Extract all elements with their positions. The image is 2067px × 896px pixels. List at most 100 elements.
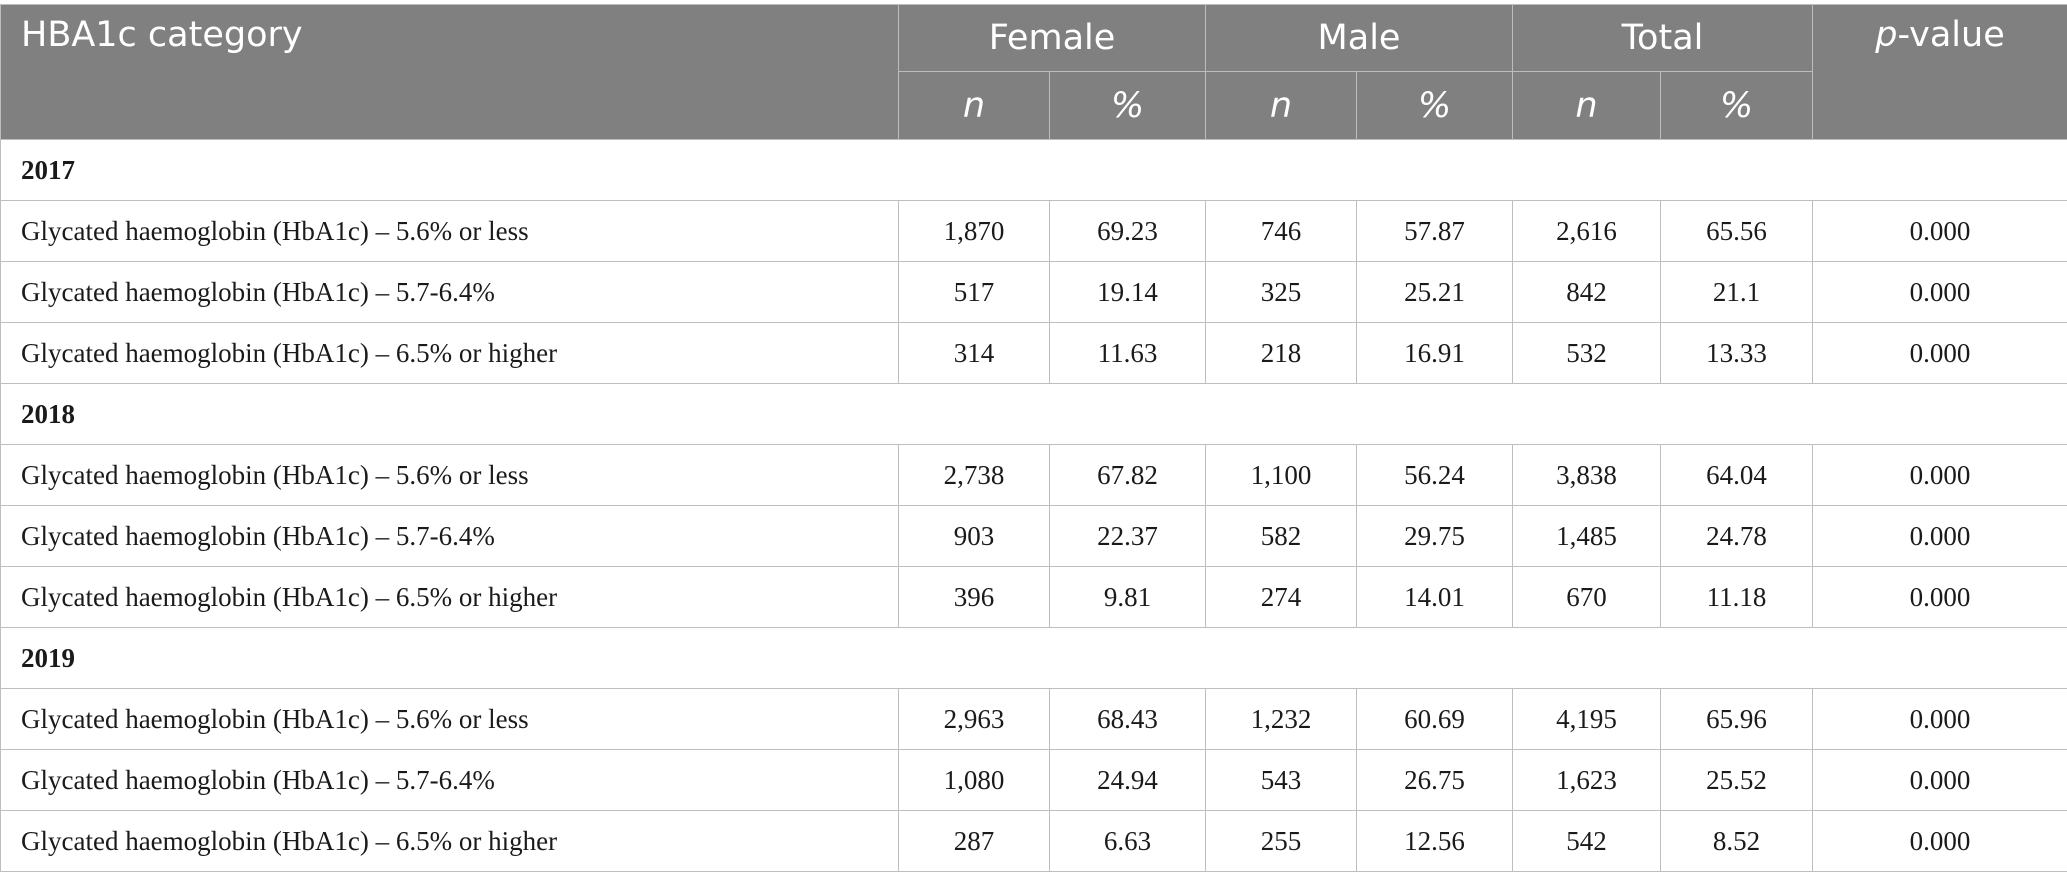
female-n-cell: 517 <box>898 261 1050 323</box>
table-row: Glycated haemoglobin (HbA1c) – 5.7-6.4% … <box>0 505 2067 567</box>
total-n-cell: 842 <box>1512 261 1661 323</box>
total-pct-cell: 65.96 <box>1660 688 1813 750</box>
pvalue-cell: 0.000 <box>1812 444 2067 506</box>
male-pct-cell: 29.75 <box>1356 505 1513 567</box>
year-row: 2018 <box>0 383 2067 445</box>
male-column-header: Male <box>1205 4 1513 72</box>
female-pct-cell: 22.37 <box>1049 505 1206 567</box>
female-n-cell: 396 <box>898 566 1050 628</box>
female-pct-header: % <box>1049 71 1206 140</box>
female-pct-cell: 11.63 <box>1049 322 1206 384</box>
year-label: 2017 <box>0 139 2067 201</box>
male-pct-cell: 26.75 <box>1356 749 1513 811</box>
year-label: 2019 <box>0 627 2067 689</box>
female-pct-cell: 9.81 <box>1049 566 1206 628</box>
pvalue-suffix: -value <box>1897 15 2005 55</box>
total-n-cell: 1,485 <box>1512 505 1661 567</box>
category-cell: Glycated haemoglobin (HbA1c) – 5.7-6.4% <box>0 749 899 811</box>
table-header: HBA1c category Female Male Total p-value… <box>0 4 2067 140</box>
pvalue-cell: 0.000 <box>1812 200 2067 262</box>
table-row: Glycated haemoglobin (HbA1c) – 5.6% or l… <box>0 444 2067 506</box>
total-n-cell: 542 <box>1512 810 1661 872</box>
total-n-cell: 2,616 <box>1512 200 1661 262</box>
pvalue-cell: 0.000 <box>1812 505 2067 567</box>
male-n-cell: 218 <box>1205 322 1357 384</box>
total-column-header: Total <box>1512 4 1813 72</box>
total-pct-cell: 8.52 <box>1660 810 1813 872</box>
table-body: 2017 Glycated haemoglobin (HbA1c) – 5.6%… <box>0 139 2067 872</box>
male-n-cell: 274 <box>1205 566 1357 628</box>
table-row: Glycated haemoglobin (HbA1c) – 6.5% or h… <box>0 566 2067 628</box>
male-pct-cell: 56.24 <box>1356 444 1513 506</box>
total-n-cell: 1,623 <box>1512 749 1661 811</box>
female-n-cell: 2,738 <box>898 444 1050 506</box>
female-n-cell: 2,963 <box>898 688 1050 750</box>
table-row: Glycated haemoglobin (HbA1c) – 5.7-6.4% … <box>0 749 2067 811</box>
male-pct-header: % <box>1356 71 1513 140</box>
category-cell: Glycated haemoglobin (HbA1c) – 6.5% or h… <box>0 566 899 628</box>
pvalue-cell: 0.000 <box>1812 566 2067 628</box>
category-cell: Glycated haemoglobin (HbA1c) – 6.5% or h… <box>0 810 899 872</box>
total-n-cell: 532 <box>1512 322 1661 384</box>
female-n-cell: 1,870 <box>898 200 1050 262</box>
table-row: Glycated haemoglobin (HbA1c) – 5.6% or l… <box>0 200 2067 262</box>
total-pct-cell: 65.56 <box>1660 200 1813 262</box>
total-n-header: n <box>1512 71 1661 140</box>
year-row: 2019 <box>0 627 2067 689</box>
female-pct-cell: 69.23 <box>1049 200 1206 262</box>
male-n-cell: 325 <box>1205 261 1357 323</box>
category-cell: Glycated haemoglobin (HbA1c) – 5.6% or l… <box>0 200 899 262</box>
female-pct-cell: 67.82 <box>1049 444 1206 506</box>
year-row: 2017 <box>0 139 2067 201</box>
total-pct-cell: 11.18 <box>1660 566 1813 628</box>
pvalue-cell: 0.000 <box>1812 688 2067 750</box>
male-n-cell: 543 <box>1205 749 1357 811</box>
category-cell: Glycated haemoglobin (HbA1c) – 5.6% or l… <box>0 688 899 750</box>
pvalue-p: p <box>1875 15 1898 55</box>
category-cell: Glycated haemoglobin (HbA1c) – 6.5% or h… <box>0 322 899 384</box>
table-row: Glycated haemoglobin (HbA1c) – 5.6% or l… <box>0 688 2067 750</box>
female-n-header: n <box>898 71 1050 140</box>
male-n-cell: 582 <box>1205 505 1357 567</box>
female-pct-cell: 68.43 <box>1049 688 1206 750</box>
category-cell: Glycated haemoglobin (HbA1c) – 5.7-6.4% <box>0 505 899 567</box>
male-pct-cell: 14.01 <box>1356 566 1513 628</box>
table-row: Glycated haemoglobin (HbA1c) – 6.5% or h… <box>0 322 2067 384</box>
table-row: Glycated haemoglobin (HbA1c) – 6.5% or h… <box>0 810 2067 872</box>
female-n-cell: 1,080 <box>898 749 1050 811</box>
pvalue-cell: 0.000 <box>1812 261 2067 323</box>
pvalue-cell: 0.000 <box>1812 322 2067 384</box>
male-n-cell: 1,100 <box>1205 444 1357 506</box>
total-pct-cell: 24.78 <box>1660 505 1813 567</box>
female-n-cell: 287 <box>898 810 1050 872</box>
total-pct-cell: 64.04 <box>1660 444 1813 506</box>
female-pct-cell: 19.14 <box>1049 261 1206 323</box>
pvalue-column-header: p-value <box>1812 4 2067 140</box>
total-n-cell: 3,838 <box>1512 444 1661 506</box>
total-pct-cell: 21.1 <box>1660 261 1813 323</box>
category-cell: Glycated haemoglobin (HbA1c) – 5.6% or l… <box>0 444 899 506</box>
category-column-header: HBA1c category <box>0 4 899 140</box>
male-n-cell: 1,232 <box>1205 688 1357 750</box>
total-pct-cell: 13.33 <box>1660 322 1813 384</box>
pvalue-cell: 0.000 <box>1812 810 2067 872</box>
pvalue-cell: 0.000 <box>1812 749 2067 811</box>
male-pct-cell: 25.21 <box>1356 261 1513 323</box>
male-pct-cell: 12.56 <box>1356 810 1513 872</box>
total-pct-header: % <box>1660 71 1813 140</box>
male-pct-cell: 60.69 <box>1356 688 1513 750</box>
female-n-cell: 903 <box>898 505 1050 567</box>
male-n-header: n <box>1205 71 1357 140</box>
total-pct-cell: 25.52 <box>1660 749 1813 811</box>
year-label: 2018 <box>0 383 2067 445</box>
female-n-cell: 314 <box>898 322 1050 384</box>
category-cell: Glycated haemoglobin (HbA1c) – 5.7-6.4% <box>0 261 899 323</box>
male-n-cell: 255 <box>1205 810 1357 872</box>
female-pct-cell: 24.94 <box>1049 749 1206 811</box>
table-row: Glycated haemoglobin (HbA1c) – 5.7-6.4% … <box>0 261 2067 323</box>
hba1c-table: HBA1c category Female Male Total p-value… <box>0 4 2067 872</box>
male-n-cell: 746 <box>1205 200 1357 262</box>
female-column-header: Female <box>898 4 1206 72</box>
total-n-cell: 4,195 <box>1512 688 1661 750</box>
total-n-cell: 670 <box>1512 566 1661 628</box>
